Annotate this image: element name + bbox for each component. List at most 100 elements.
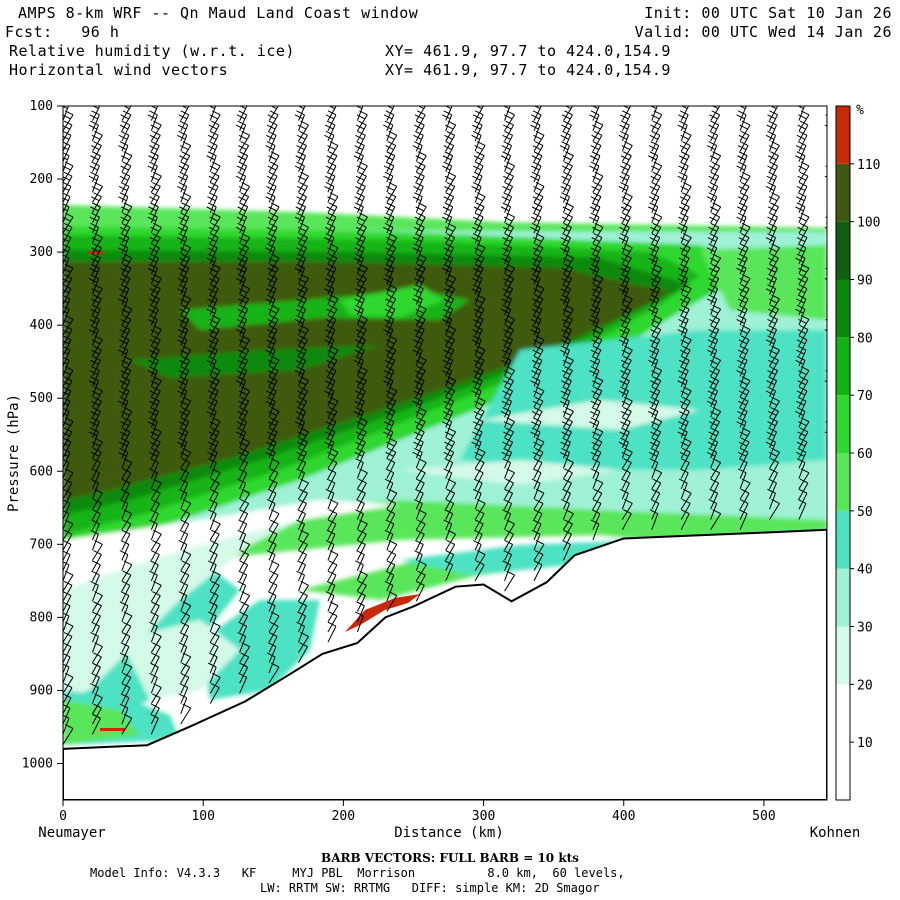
wind-barb <box>266 427 278 449</box>
wind-barb <box>235 120 247 142</box>
wind-barb <box>415 580 425 602</box>
wind-barb <box>120 591 130 612</box>
x-left-station-label: Neumayer <box>38 825 105 841</box>
wind-barb <box>356 488 366 510</box>
wind-barb <box>178 110 190 132</box>
wind-barb <box>63 437 72 459</box>
wind-barb <box>413 437 424 459</box>
wind-barb <box>384 355 396 377</box>
wind-barb <box>385 570 395 592</box>
wind-barb <box>354 243 365 264</box>
wind-barb <box>150 458 159 479</box>
wind-barb <box>412 243 423 264</box>
wind-barb <box>296 468 305 489</box>
wind-barb <box>297 458 306 479</box>
wind-barb <box>826 206 827 208</box>
wind-barb <box>235 171 247 193</box>
wind-barb <box>63 724 74 745</box>
wind-barb <box>412 294 423 316</box>
wind-barb <box>266 284 277 305</box>
wind-barb <box>412 141 423 162</box>
wind-barb <box>354 192 365 213</box>
wind-barb <box>355 386 366 408</box>
wind-barb <box>147 161 158 183</box>
wind-barb <box>441 110 453 132</box>
wind-barb <box>207 509 217 530</box>
wind-barb <box>180 672 190 694</box>
wind-barb <box>327 621 337 643</box>
field-rh-label: Relative humidity (w.r.t. ice) <box>9 42 295 60</box>
wind-barb <box>296 141 307 162</box>
wind-barb <box>268 529 278 551</box>
wind-barb <box>297 611 306 633</box>
wind-barb <box>384 202 396 224</box>
wind-barb <box>150 713 159 735</box>
wind-barb <box>119 376 131 397</box>
wind-barb <box>294 417 305 438</box>
wind-barb <box>324 222 336 244</box>
wind-barb <box>356 499 365 520</box>
wind-barb <box>91 458 101 479</box>
wind-barb <box>118 294 129 316</box>
wind-barb <box>120 488 130 510</box>
wind-barb <box>296 519 305 541</box>
wind-barb <box>91 713 101 735</box>
wind-barb <box>208 106 217 121</box>
wind-barb <box>238 468 248 489</box>
wind-barb <box>295 253 306 275</box>
wind-barb <box>827 469 835 489</box>
wind-barb <box>119 120 131 142</box>
wind-barb <box>415 529 425 551</box>
wind-barb <box>177 386 188 408</box>
wind-barb <box>91 106 101 121</box>
wind-barb <box>325 110 337 132</box>
wind-barb <box>354 141 365 162</box>
wind-barb <box>177 233 188 254</box>
model-info-physics: LW: RRTM SW: RRTMG DIFF: simple KM: 2D S… <box>260 881 600 895</box>
wind-barb <box>239 611 249 633</box>
y-tick-label: 700 <box>30 537 53 552</box>
wind-barb <box>266 130 277 152</box>
wind-barb <box>383 427 394 449</box>
y-tick-label: 1000 <box>22 756 53 771</box>
wind-barb <box>413 130 424 152</box>
wind-barb <box>177 120 189 142</box>
wind-barb <box>179 683 189 704</box>
colorbar-swatch <box>836 626 850 685</box>
wind-barb <box>147 417 158 438</box>
wind-barb <box>209 488 219 510</box>
wind-barb <box>63 386 72 408</box>
wind-barb <box>149 243 160 265</box>
wind-barb <box>90 580 99 602</box>
wind-barb <box>207 458 217 479</box>
wind-barb <box>178 161 190 183</box>
wind-barb <box>356 601 365 622</box>
wind-barb <box>148 355 159 377</box>
wind-barb <box>119 550 129 571</box>
model-info: Model Info: V4.3.3 KF MYJ PBL Morrison 8… <box>90 866 625 880</box>
wind-barb <box>90 631 99 653</box>
wind-barb <box>265 243 276 264</box>
wind-barb <box>90 202 101 224</box>
wind-barb <box>355 560 364 582</box>
wind-barb <box>178 417 190 438</box>
wind-barb <box>177 376 189 397</box>
wind-barb <box>266 274 278 295</box>
wind-barb <box>383 212 395 234</box>
wind-barb <box>207 233 219 254</box>
wind-barb <box>63 459 70 479</box>
wind-barb <box>150 509 159 530</box>
wind-barb <box>414 499 423 520</box>
wind-barb <box>236 212 248 234</box>
y-tick-label: 300 <box>30 245 53 260</box>
wind-barb <box>149 396 160 418</box>
wind-barb <box>354 294 365 316</box>
forecast-hour: Fcst: 96 h <box>5 23 120 41</box>
wind-barb <box>121 478 131 500</box>
wind-barb <box>207 611 217 633</box>
wind-barb <box>413 335 424 357</box>
wind-barb <box>267 488 277 510</box>
wind-barb <box>63 642 72 663</box>
wind-barb <box>120 642 130 663</box>
wind-barb <box>353 406 364 428</box>
